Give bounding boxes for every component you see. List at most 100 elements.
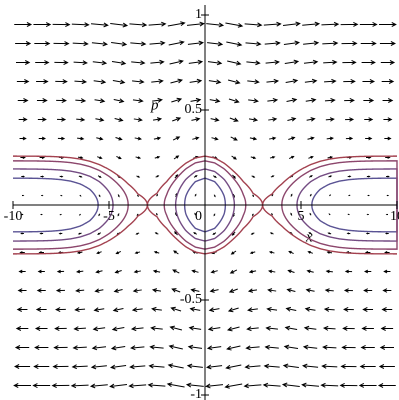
field-arrow bbox=[251, 213, 254, 217]
field-arrow bbox=[342, 59, 357, 65]
field-arrow bbox=[359, 364, 376, 369]
field-arrow bbox=[151, 306, 162, 312]
field-arrow bbox=[209, 98, 221, 104]
field-arrow bbox=[309, 212, 312, 216]
field-arrow bbox=[227, 307, 239, 313]
field-arrow bbox=[287, 269, 295, 274]
field-arrow bbox=[264, 40, 281, 46]
field-arrow bbox=[306, 269, 314, 274]
field-arrow bbox=[185, 382, 204, 388]
field-arrow bbox=[263, 363, 280, 369]
field-arrow bbox=[156, 193, 159, 197]
field-arrow bbox=[171, 97, 183, 103]
field-arrow bbox=[262, 382, 281, 388]
field-arrow bbox=[323, 59, 338, 65]
field-arrow bbox=[243, 383, 262, 389]
field-arrow bbox=[75, 288, 85, 293]
field-arrow bbox=[78, 213, 81, 216]
field-arrow bbox=[96, 251, 102, 255]
field-arrow bbox=[359, 22, 378, 27]
field-arrow bbox=[384, 232, 389, 235]
field-arrow bbox=[246, 326, 259, 332]
field-arrow bbox=[194, 212, 197, 216]
field-arrow bbox=[364, 117, 374, 122]
field-arrow bbox=[229, 269, 238, 274]
field-arrow bbox=[247, 307, 258, 313]
field-arrow bbox=[247, 288, 258, 293]
x-tick-label: -10 bbox=[4, 209, 23, 224]
field-arrow bbox=[226, 326, 240, 332]
field-arrow bbox=[324, 97, 336, 103]
field-arrow bbox=[340, 363, 357, 369]
field-arrow bbox=[347, 213, 350, 216]
field-arrow bbox=[131, 307, 143, 313]
field-arrow bbox=[171, 288, 181, 293]
field-arrow bbox=[347, 175, 352, 178]
field-arrow bbox=[155, 175, 160, 178]
field-arrow bbox=[40, 213, 43, 216]
field-arrow bbox=[147, 382, 166, 388]
field-arrow bbox=[155, 212, 158, 216]
field-arrow bbox=[151, 288, 162, 293]
field-arrow bbox=[173, 250, 179, 255]
field-arrow bbox=[326, 136, 334, 141]
field-arrow bbox=[77, 136, 85, 141]
field-arrow bbox=[33, 22, 52, 27]
field-arrow bbox=[341, 344, 356, 350]
field-arrow bbox=[324, 78, 337, 84]
field-arrow bbox=[110, 364, 127, 370]
field-arrow bbox=[93, 307, 105, 313]
field-arrow bbox=[188, 325, 202, 331]
field-arrow bbox=[113, 288, 123, 293]
field-arrow bbox=[38, 136, 46, 141]
field-arrow bbox=[53, 345, 68, 351]
field-arrow bbox=[329, 194, 332, 197]
field-arrow bbox=[230, 136, 238, 141]
field-arrow bbox=[91, 345, 107, 351]
field-arrow bbox=[308, 232, 313, 235]
field-arrow bbox=[128, 383, 147, 389]
field-arrow bbox=[362, 307, 374, 312]
field-arrow bbox=[129, 364, 146, 370]
field-arrow bbox=[57, 136, 66, 141]
field-arrow bbox=[303, 40, 320, 46]
field-arrow bbox=[263, 21, 282, 27]
field-arrow bbox=[224, 383, 243, 389]
x-tick-label: 10 bbox=[390, 209, 399, 224]
field-arrow bbox=[169, 325, 183, 331]
field-arrow bbox=[190, 97, 202, 103]
field-arrow bbox=[265, 59, 280, 65]
field-arrow bbox=[187, 40, 204, 46]
field-arrow bbox=[266, 306, 278, 312]
field-arrow bbox=[70, 383, 89, 389]
field-arrow bbox=[288, 250, 294, 254]
field-arrow bbox=[154, 232, 159, 235]
field-arrow bbox=[189, 306, 201, 312]
field-arrow bbox=[383, 269, 391, 274]
field-arrow bbox=[210, 269, 218, 274]
field-arrow bbox=[193, 175, 198, 178]
field-arrow bbox=[379, 345, 395, 350]
field-arrow bbox=[131, 60, 146, 66]
field-arrow bbox=[172, 117, 182, 122]
field-arrow bbox=[303, 59, 319, 65]
field-arrow bbox=[154, 155, 161, 159]
field-arrow bbox=[97, 232, 101, 235]
field-arrow bbox=[15, 326, 29, 331]
field-arrow bbox=[328, 213, 331, 216]
field-arrow bbox=[150, 59, 165, 65]
field-arrow bbox=[76, 117, 86, 122]
field-arrow bbox=[346, 232, 351, 235]
field-arrow bbox=[114, 269, 122, 274]
field-arrow bbox=[111, 41, 128, 47]
field-arrow bbox=[151, 78, 164, 84]
field-arrow bbox=[191, 269, 199, 274]
field-arrow bbox=[115, 251, 122, 255]
field-arrow bbox=[32, 383, 51, 388]
field-arrow bbox=[309, 193, 312, 197]
field-arrow bbox=[37, 117, 47, 122]
field-arrow bbox=[227, 60, 242, 66]
field-arrow bbox=[308, 155, 314, 159]
field-arrow bbox=[152, 97, 163, 103]
